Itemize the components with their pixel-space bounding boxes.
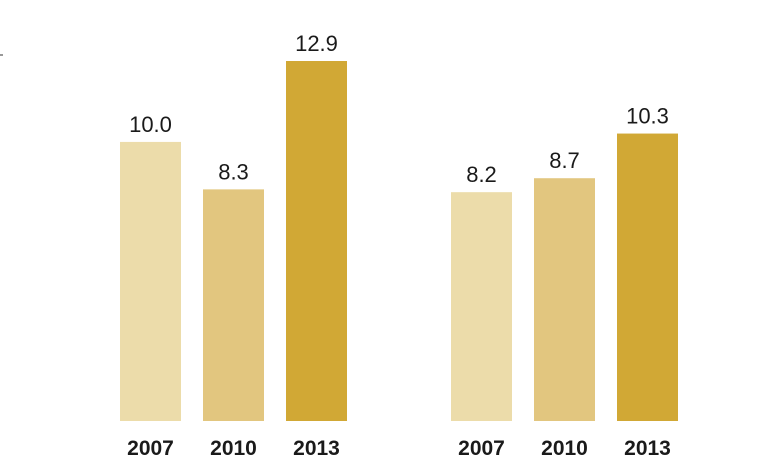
bar-right-2013 (617, 133, 678, 421)
x-tick-label-right-2010: 2010 (541, 437, 588, 460)
x-tick-label-left-2010: 2010 (210, 437, 257, 460)
chart-panel-left: 10.0 2007 8.3 2010 12.9 2013 (120, 31, 347, 460)
bar-right-2007 (451, 192, 512, 421)
chart-panel-right: 8.2 2007 8.7 2010 10.3 2013 (451, 104, 678, 460)
bar-left-2013 (286, 61, 347, 421)
data-label-right-2010: 8.7 (549, 148, 580, 173)
x-tick-label-left-2013: 2013 (293, 437, 340, 460)
data-label-left-2010: 8.3 (218, 159, 249, 184)
bar-right-2010 (534, 178, 595, 421)
x-tick-label-left-2007: 2007 (127, 437, 174, 460)
bar-left-2010 (203, 189, 264, 421)
bar-left-2007 (120, 141, 181, 421)
data-label-right-2013: 10.3 (626, 104, 669, 129)
data-label-right-2007: 8.2 (466, 162, 497, 187)
x-tick-label-right-2007: 2007 (458, 437, 505, 460)
data-label-left-2013: 12.9 (295, 31, 338, 56)
x-tick-label-right-2013: 2013 (624, 437, 671, 460)
data-label-left-2007: 10.0 (129, 112, 172, 137)
